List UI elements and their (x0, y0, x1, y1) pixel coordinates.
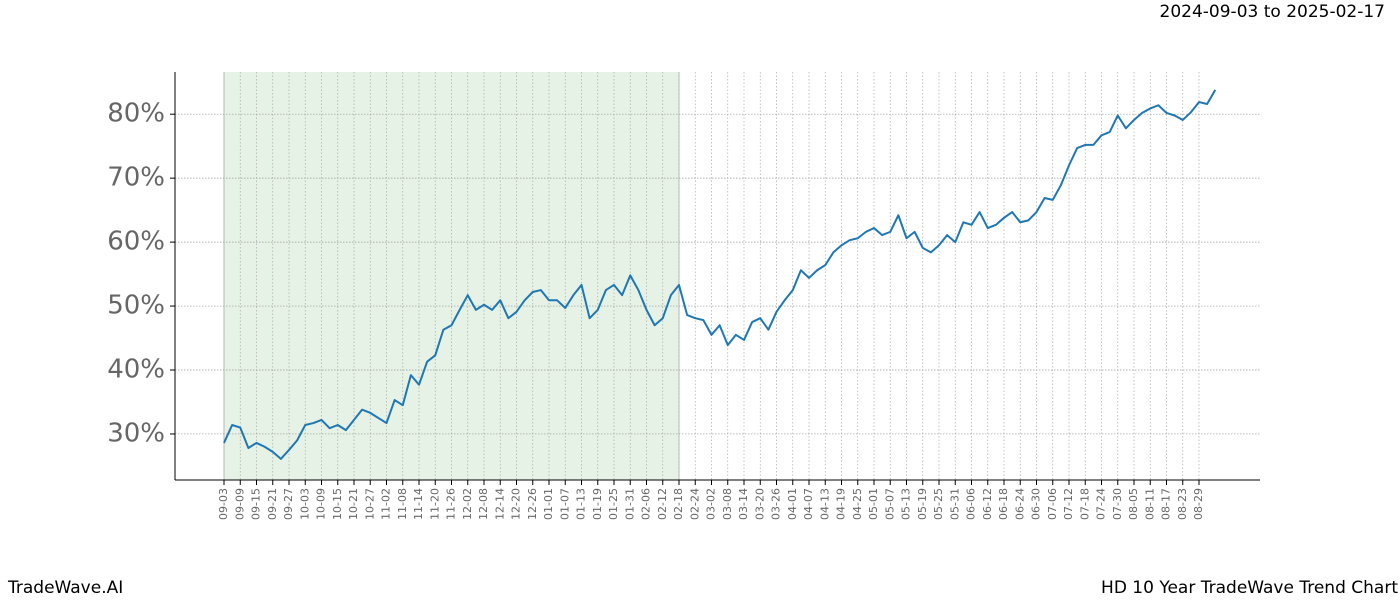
y-tick-label: 50% (107, 291, 165, 321)
x-tick-label: 03-26 (770, 488, 783, 520)
x-tick-label: 11-26 (445, 488, 458, 520)
y-tick-label: 40% (107, 355, 165, 385)
x-tick-label: 04-19 (835, 488, 848, 520)
x-tick-label: 08-05 (1127, 488, 1140, 520)
x-tick-label: 06-18 (997, 488, 1010, 520)
x-tick-label: 01-13 (575, 488, 588, 520)
x-tick-label: 06-06 (965, 488, 978, 520)
x-tick-label: 02-18 (672, 488, 685, 520)
x-tick-label: 12-08 (477, 488, 490, 520)
y-tick-label: 30% (107, 418, 165, 448)
x-tick-label: 07-30 (1111, 488, 1124, 520)
x-tick-label: 07-18 (1078, 488, 1091, 520)
x-tick-label: 11-20 (428, 488, 441, 520)
x-tick-label: 11-02 (380, 488, 393, 520)
x-tick-label: 01-31 (623, 488, 636, 520)
x-tick-label: 10-03 (298, 488, 311, 520)
x-tick-label: 11-14 (412, 488, 425, 520)
x-tick-label: 08-11 (1143, 488, 1156, 520)
x-tick-label: 05-01 (867, 488, 880, 520)
x-tick-label: 06-24 (1013, 488, 1026, 520)
x-tick-label: 03-08 (721, 488, 734, 520)
x-tick-label: 07-24 (1095, 488, 1108, 520)
x-tick-label: 04-25 (851, 488, 864, 520)
x-tick-label: 08-23 (1176, 488, 1189, 520)
x-tick-label: 01-25 (607, 488, 620, 520)
x-tick-label: 12-26 (526, 488, 539, 520)
x-tick-label: 09-03 (217, 488, 230, 520)
x-tick-label: 03-02 (705, 488, 718, 520)
x-tick-label: 12-14 (493, 488, 506, 520)
x-tick-label: 08-29 (1192, 488, 1205, 520)
y-tick-label: 70% (107, 163, 165, 193)
chart-title: 2024-09-03 to 2025-02-17 (1160, 2, 1385, 22)
x-tick-label: 03-14 (737, 488, 750, 520)
x-tick-label: 02-24 (688, 488, 701, 520)
x-tick-label: 12-20 (510, 488, 523, 520)
x-tick-label: 11-08 (396, 488, 409, 520)
trend-line (223, 89, 1217, 460)
x-tick-label: 05-19 (916, 488, 929, 520)
x-tick-label: 07-06 (1046, 488, 1059, 520)
x-tick-label: 02-12 (656, 488, 669, 520)
x-tick-label: 10-21 (347, 488, 360, 520)
x-tick-label: 01-07 (558, 488, 571, 520)
x-tick-label: 01-01 (542, 488, 555, 520)
footer-left: TradeWave.AI (7, 578, 123, 598)
x-tick-label: 05-13 (900, 488, 913, 520)
x-tick-label: 04-07 (802, 488, 815, 520)
y-tick-label: 60% (107, 227, 165, 257)
x-tick-label: 05-31 (948, 488, 961, 520)
x-tick-label: 09-27 (282, 488, 295, 520)
x-tick-label: 09-15 (250, 488, 263, 520)
x-tick-label: 04-13 (818, 488, 831, 520)
x-tick-label: 07-12 (1062, 488, 1075, 520)
x-tick-label: 09-21 (266, 488, 279, 520)
x-tick-label: 10-27 (363, 488, 376, 520)
footer-right: HD 10 Year TradeWave Trend Chart (1101, 578, 1398, 598)
x-tick-label: 01-19 (591, 488, 604, 520)
x-tick-label: 10-15 (331, 488, 344, 520)
x-tick-label: 12-02 (461, 488, 474, 520)
x-tick-label: 03-20 (753, 488, 766, 520)
x-tick-label: 08-17 (1160, 488, 1173, 520)
x-tick-label: 06-30 (1030, 488, 1043, 520)
x-tick-label: 09-09 (233, 488, 246, 520)
x-tick-label: 10-09 (315, 488, 328, 520)
x-tick-label: 05-07 (883, 488, 896, 520)
x-tick-label: 04-01 (786, 488, 799, 520)
x-tick-label: 06-12 (981, 488, 994, 520)
x-tick-label: 05-25 (932, 488, 945, 520)
x-tick-label: 02-06 (640, 488, 653, 520)
y-tick-label: 80% (107, 99, 165, 129)
